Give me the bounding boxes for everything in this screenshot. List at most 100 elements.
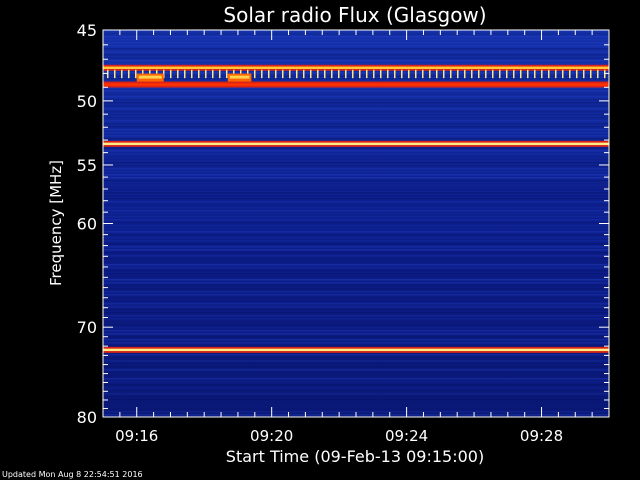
noise-stripe: [103, 162, 609, 164]
noise-stripe: [103, 321, 609, 323]
band-tick-mark: [254, 69, 256, 79]
noise-stripe: [103, 123, 609, 125]
noise-stripe: [103, 393, 609, 395]
noise-stripe: [103, 357, 609, 359]
noise-stripe: [103, 126, 609, 128]
noise-stripe: [103, 246, 609, 248]
band-tick-mark: [317, 69, 319, 79]
band-tick-mark: [562, 69, 564, 79]
noise-stripe: [103, 327, 609, 329]
band-tick-mark: [464, 69, 466, 79]
noise-stripe: [103, 165, 609, 167]
noise-stripe: [103, 135, 609, 137]
band-tick-mark: [345, 69, 347, 79]
noise-stripe: [103, 45, 609, 47]
band-tick-mark: [121, 69, 123, 79]
band-tick-mark: [450, 69, 452, 79]
interference-band: [103, 142, 609, 146]
noise-stripe: [103, 189, 609, 191]
noise-stripe: [103, 171, 609, 173]
noise-stripe: [103, 342, 609, 344]
noise-stripe: [103, 186, 609, 188]
plot-area: [102, 29, 610, 418]
band-tick-mark: [366, 69, 368, 79]
noise-stripe: [103, 399, 609, 401]
noise-stripe: [103, 198, 609, 200]
noise-stripe: [103, 147, 609, 149]
band-tick-mark: [499, 69, 501, 79]
noise-stripe: [103, 381, 609, 383]
band-tick-mark: [415, 69, 417, 79]
band-tick-mark: [394, 69, 396, 79]
noise-stripe: [103, 339, 609, 341]
y-tick-label: 45: [77, 21, 97, 40]
band-tick-mark: [422, 69, 424, 79]
noise-stripe: [103, 360, 609, 362]
band-tick-mark: [506, 69, 508, 79]
noise-stripe: [103, 42, 609, 44]
interference-band: [103, 348, 609, 352]
band-tick-mark: [492, 69, 494, 79]
x-tick-label: 09:16: [115, 427, 158, 445]
noise-stripe: [103, 294, 609, 296]
noise-stripe: [103, 150, 609, 152]
noise-stripe: [103, 75, 609, 77]
band-tick-mark: [597, 69, 599, 79]
band-tick-mark: [520, 69, 522, 79]
band-tick-mark: [555, 69, 557, 79]
band-tick-mark: [261, 69, 263, 79]
noise-stripe: [103, 51, 609, 53]
band-tick-mark: [443, 69, 445, 79]
noise-stripe: [103, 255, 609, 257]
noise-stripe: [103, 390, 609, 392]
band-tick-mark: [436, 69, 438, 79]
noise-stripe: [103, 285, 609, 287]
noise-stripe: [103, 273, 609, 275]
noise-stripe: [103, 63, 609, 65]
noise-stripe: [103, 252, 609, 254]
band-tick-mark: [191, 69, 193, 79]
bursts-layer: [136, 73, 252, 82]
noise-stripe: [103, 168, 609, 170]
band-tick-mark: [478, 69, 480, 79]
noise-stripe: [103, 309, 609, 311]
band-tick-mark: [583, 69, 585, 79]
noise-stripe: [103, 324, 609, 326]
noise-stripe: [103, 114, 609, 116]
noise-stripe: [103, 222, 609, 224]
band-tick-mark: [268, 69, 270, 79]
band-tick-mark: [198, 69, 200, 79]
noise-stripe: [103, 312, 609, 314]
noise-stripe: [103, 117, 609, 119]
noise-stripe: [103, 48, 609, 50]
noise-stripe: [103, 90, 609, 92]
noise-stripe: [103, 201, 609, 203]
noise-stripe: [103, 402, 609, 404]
noise-stripe: [103, 213, 609, 215]
band-tick-mark: [296, 69, 298, 79]
noise-stripe: [103, 96, 609, 98]
noise-stripe: [103, 87, 609, 89]
band-tick-mark: [380, 69, 382, 79]
noise-stripe: [103, 372, 609, 374]
noise-stripe: [103, 195, 609, 197]
band-tick-mark: [282, 69, 284, 79]
x-axis-label: Start Time (09-Feb-13 09:15:00): [226, 447, 484, 466]
band-tick-mark: [205, 69, 207, 79]
band-tick-mark: [534, 69, 536, 79]
noise-stripe: [103, 228, 609, 230]
updated-timestamp: Updated Mon Aug 8 22:54:51 2016: [2, 470, 143, 479]
band-tick-mark: [331, 69, 333, 79]
noise-stripe: [103, 267, 609, 269]
y-tick-label: 70: [77, 318, 97, 337]
burst-core: [138, 75, 162, 79]
noise-stripe: [103, 354, 609, 356]
band-tick-mark: [324, 69, 326, 79]
noise-stripe: [103, 102, 609, 104]
band-tick-mark: [219, 69, 221, 79]
noise-stripe: [103, 153, 609, 155]
noise-stripe: [103, 108, 609, 110]
noise-stripe: [103, 183, 609, 185]
noise-stripe: [103, 120, 609, 122]
noise-stripe: [103, 261, 609, 263]
